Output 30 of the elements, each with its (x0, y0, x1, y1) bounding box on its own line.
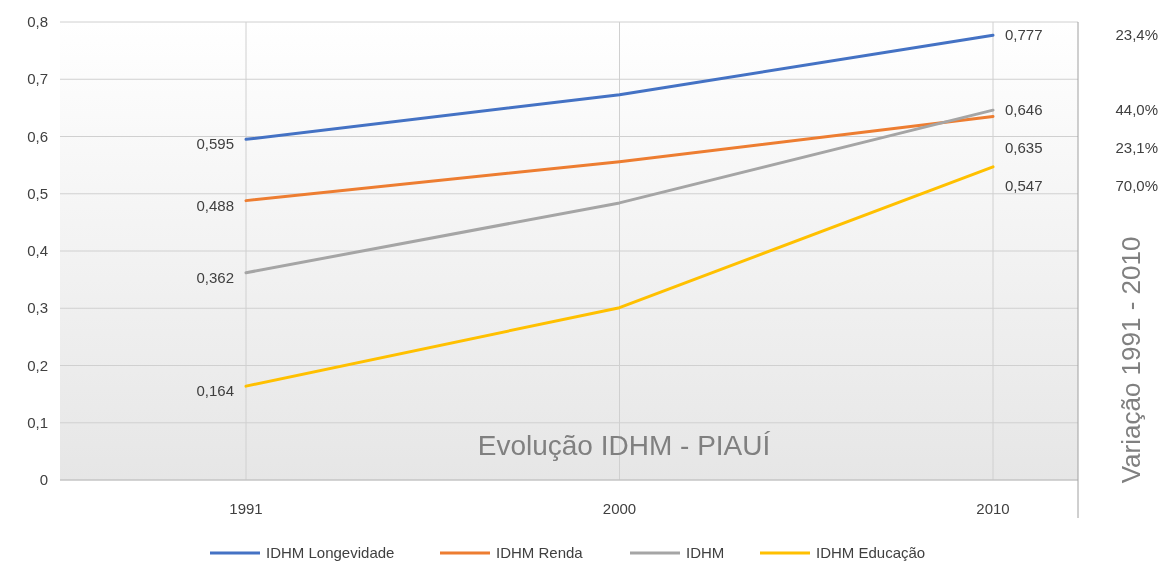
data-label: 0,595 (196, 135, 234, 153)
y-tick-label: 0 (39, 471, 48, 488)
data-label: 0,646 (1005, 101, 1043, 119)
data-label: 0,488 (196, 196, 234, 214)
y-tick-label: 0,2 (27, 356, 48, 374)
data-label: 0,362 (196, 268, 234, 286)
text: 70,0% (1115, 177, 1158, 195)
legend-label: IDHM Longevidade (266, 544, 395, 561)
data-label: 0,635 (1005, 139, 1043, 157)
text: 23,4% (1115, 26, 1158, 44)
text: 23,1% (1115, 139, 1158, 157)
data-label: 0,777 (1005, 26, 1043, 44)
y-tick-label: 0,3 (27, 299, 48, 317)
text: Evolução IDHM - PIAUÍ (477, 430, 771, 461)
y-tick-label: 0,4 (27, 242, 48, 259)
data-label: 0,547 (1005, 177, 1043, 195)
y-tick-label: 0,6 (27, 127, 48, 145)
y-tick-label: 0,1 (27, 413, 48, 431)
legend-label: IDHM Renda (496, 544, 584, 561)
text: 44,0% (1115, 101, 1158, 119)
x-tick-label: 1991 (229, 500, 263, 517)
x-tick-label: 2000 (602, 500, 637, 517)
data-label: 0,164 (196, 382, 234, 400)
y-tick-label: 0,7 (27, 70, 48, 88)
y-tick-label: 0,5 (27, 184, 48, 202)
legend-label: IDHM (686, 544, 725, 561)
y-tick-label: 0,8 (27, 13, 48, 30)
x-tick-label: 2010 (976, 500, 1010, 517)
text: Variação 1991 - 2010 (1116, 236, 1146, 484)
legend-label: IDHM Educação (816, 544, 926, 561)
